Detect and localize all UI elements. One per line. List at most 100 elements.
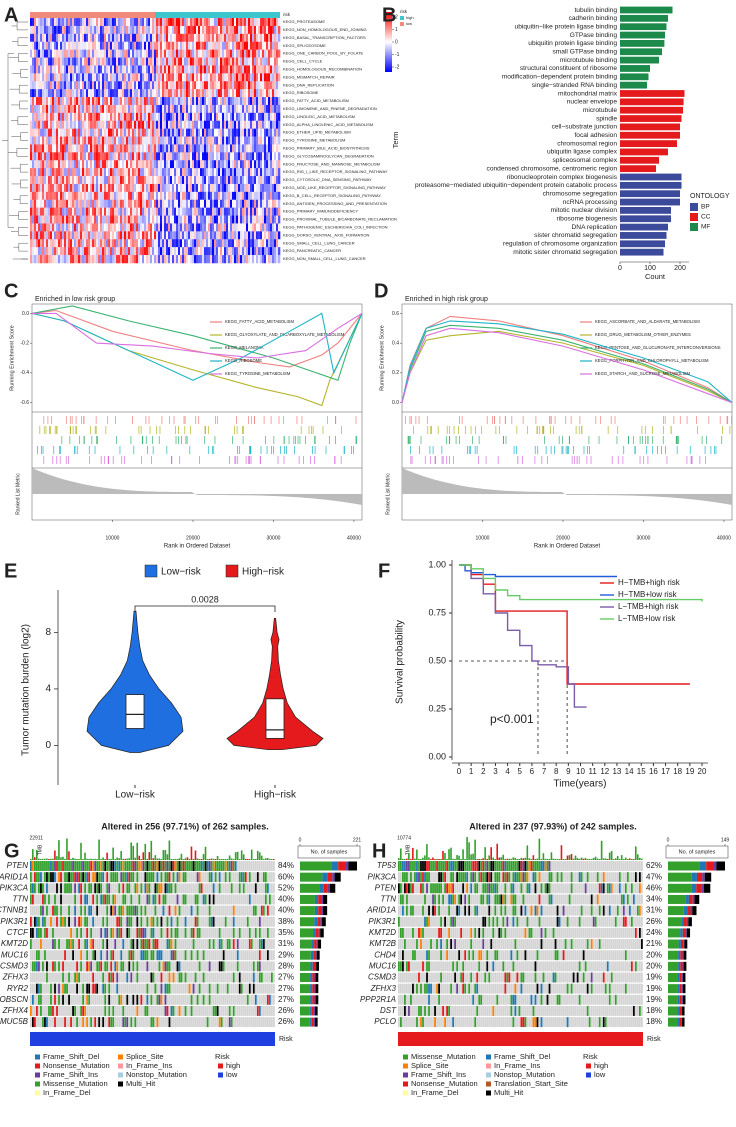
heatmap-cell bbox=[234, 128, 237, 137]
heatmap-cell bbox=[64, 25, 67, 35]
heatmap-cell bbox=[126, 215, 129, 224]
heatmap-cell bbox=[222, 168, 225, 177]
heatmap-cell bbox=[50, 168, 53, 177]
heatmap-cell bbox=[258, 104, 261, 114]
mutation-cell bbox=[42, 894, 44, 905]
heatmap-cell bbox=[86, 215, 89, 224]
heatmap-cell bbox=[272, 18, 275, 27]
heatmap-cell bbox=[246, 128, 249, 137]
heatmap-cell bbox=[272, 152, 275, 161]
mutation-cell bbox=[172, 861, 175, 871]
heatmap-cell bbox=[172, 207, 175, 216]
heatmap-cell bbox=[268, 120, 271, 129]
mutation-cell bbox=[196, 872, 199, 883]
heatmap-cell bbox=[276, 152, 279, 161]
legend-label: low bbox=[406, 21, 412, 26]
heatmap-cell bbox=[108, 49, 111, 58]
heatmap-cell bbox=[52, 247, 55, 256]
heatmap-cell bbox=[72, 89, 75, 98]
heatmap-cell bbox=[38, 112, 41, 122]
heatmap-cell bbox=[46, 207, 49, 216]
legend-swatch bbox=[690, 203, 698, 211]
heatmap-cell bbox=[186, 57, 189, 66]
heatmap-cell bbox=[76, 231, 79, 240]
heatmap-cell bbox=[34, 207, 37, 216]
heatmap-cell bbox=[94, 112, 97, 122]
heatmap-cell bbox=[136, 152, 139, 161]
heatmap-cell bbox=[230, 57, 233, 66]
heatmap-cell bbox=[82, 223, 85, 232]
heatmap-cell bbox=[126, 176, 129, 185]
heatmap-cell bbox=[152, 41, 155, 50]
heatmap-cell bbox=[106, 199, 109, 208]
mutation-cell bbox=[232, 883, 235, 894]
heatmap-cell bbox=[254, 152, 257, 161]
heatmap-cell bbox=[106, 191, 109, 201]
heatmap-cell bbox=[62, 152, 65, 161]
heatmap-cell bbox=[74, 247, 77, 256]
heatmap-cell bbox=[272, 247, 275, 256]
mutation-cell bbox=[100, 872, 103, 883]
heatmap-cell bbox=[38, 144, 41, 153]
heatmap-cell bbox=[62, 33, 65, 43]
heatmap-cell bbox=[228, 120, 231, 129]
heatmap-cell bbox=[166, 144, 169, 153]
mutation-cell bbox=[56, 872, 58, 883]
heatmap-cell bbox=[218, 144, 221, 153]
heatmap-cell bbox=[254, 89, 257, 98]
mutation-cell bbox=[252, 861, 255, 871]
heatmap-cell bbox=[132, 247, 135, 256]
heatmap-cell bbox=[166, 255, 169, 264]
heatmap-cell bbox=[190, 207, 193, 216]
heatmap-cell bbox=[76, 191, 79, 201]
heatmap-cell bbox=[180, 104, 183, 114]
heatmap-cell bbox=[86, 160, 89, 169]
heatmap-cell bbox=[276, 18, 279, 27]
heatmap-cell bbox=[168, 255, 171, 264]
heatmap-cell bbox=[92, 73, 95, 82]
heatmap-cell bbox=[142, 231, 145, 240]
heatmap-cell bbox=[244, 168, 247, 177]
heatmap-cell bbox=[60, 215, 63, 224]
heatmap-cell bbox=[166, 191, 169, 201]
heatmap-cell bbox=[218, 223, 221, 232]
heatmap-cell bbox=[248, 223, 251, 232]
heatmap-cell bbox=[46, 81, 49, 90]
mutation-cell bbox=[156, 883, 159, 894]
heatmap-cell bbox=[182, 239, 185, 248]
mutation-cell bbox=[72, 861, 74, 871]
legend-label: CC bbox=[701, 214, 711, 221]
heatmap-cell bbox=[228, 231, 231, 240]
heatmap-cell bbox=[236, 104, 239, 114]
heatmap-cell bbox=[102, 160, 105, 169]
heatmap-cell bbox=[94, 120, 97, 129]
heatmap-cell bbox=[140, 183, 143, 193]
heatmap-cell bbox=[58, 144, 61, 153]
heatmap-cell bbox=[48, 104, 51, 114]
heatmap-cell bbox=[32, 168, 35, 177]
heatmap-cell bbox=[226, 136, 229, 145]
heatmap-cell bbox=[214, 81, 217, 90]
mutation-cell bbox=[194, 872, 197, 883]
heatmap-cell bbox=[194, 160, 197, 169]
heatmap-cell bbox=[98, 97, 101, 106]
heatmap-cell bbox=[56, 255, 59, 264]
heatmap-cell bbox=[252, 97, 255, 106]
heatmap-cell bbox=[222, 33, 225, 43]
heatmap-cell bbox=[102, 33, 105, 43]
heatmap-cell bbox=[218, 215, 221, 224]
heatmap-cell bbox=[76, 18, 79, 27]
heatmap-cell bbox=[32, 239, 35, 248]
heatmap-cell bbox=[158, 41, 161, 50]
heatmap-cell bbox=[246, 168, 249, 177]
heatmap-cell bbox=[204, 144, 207, 153]
heatmap-cell bbox=[34, 191, 37, 201]
heatmap-cell bbox=[38, 255, 41, 264]
heatmap-cell bbox=[112, 215, 115, 224]
heatmap-cell bbox=[168, 144, 171, 153]
heatmap-cell bbox=[276, 239, 279, 248]
heatmap-cell bbox=[96, 128, 99, 137]
mutation-cell bbox=[270, 872, 273, 883]
heatmap-cell bbox=[62, 57, 65, 66]
heatmap-cell bbox=[276, 33, 279, 43]
